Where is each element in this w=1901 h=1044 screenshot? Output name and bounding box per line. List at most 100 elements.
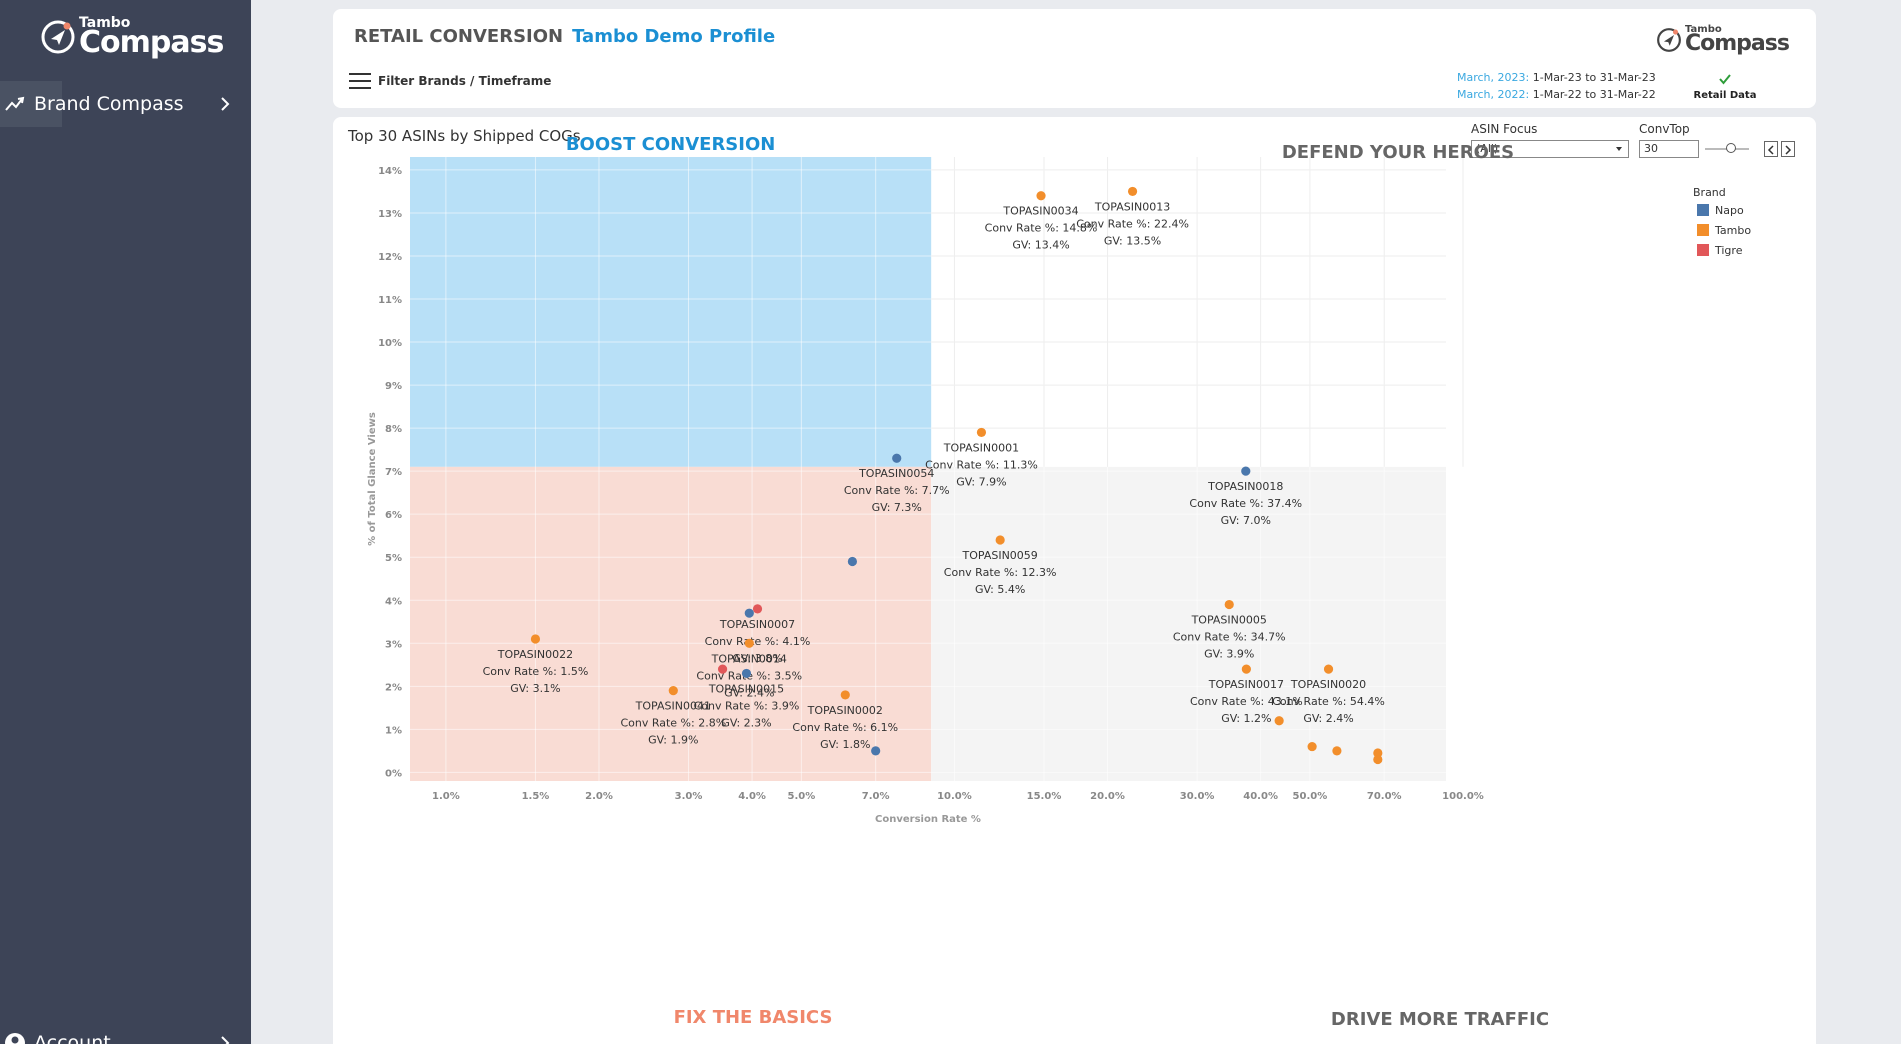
- point-label-name: TOPASIN0002: [807, 704, 883, 717]
- caret-down-icon: [1616, 147, 1622, 151]
- x-tick-label: 40.0%: [1243, 791, 1278, 802]
- y-tick-label: 10%: [378, 338, 402, 349]
- point-label-name: TOPASIN0017: [1208, 678, 1284, 691]
- filter-brands-button[interactable]: Filter Brands / Timeframe: [349, 72, 551, 90]
- x-tick-label: 50.0%: [1293, 791, 1328, 802]
- point-label-gv: GV: 13.4%: [1012, 239, 1069, 252]
- x-tick-label: 7.0%: [862, 791, 890, 802]
- date-label: March, 2022:: [1457, 88, 1530, 101]
- point-label-conv: Conv Rate %: 2.8%: [620, 717, 726, 730]
- point-label-name: TOPASIN0020: [1290, 678, 1366, 691]
- page-title-text: RETAIL CONVERSION: [354, 26, 564, 47]
- point-label-name: TOPASIN0041: [635, 700, 711, 713]
- point-label-conv: Conv Rate %: 11.3%: [925, 458, 1038, 471]
- legend-label-tigre: Tigre: [1714, 244, 1743, 257]
- point-label-conv: Conv Rate %: 1.5%: [483, 665, 589, 678]
- point-label-gv: GV: 3.8%: [732, 652, 782, 665]
- point-label-name: TOPASIN0022: [497, 648, 573, 661]
- point-label-conv: Conv Rate %: 12.3%: [944, 566, 1057, 579]
- y-tick-label: 14%: [378, 166, 402, 177]
- x-tick-label: 1.0%: [432, 791, 460, 802]
- data-point: [744, 608, 754, 618]
- retail-data-status: Retail Data: [1690, 70, 1760, 101]
- date-to: to: [1585, 88, 1597, 101]
- x-tick-label: 70.0%: [1367, 791, 1402, 802]
- sidebar-item-label: Account: [34, 1032, 111, 1044]
- hamburger-menu-icon: [349, 73, 371, 89]
- scatter-plot: 1.0% 1.5% 2.0% 3.0% 4.0% 5.0% 7.0% 10.0% 15.0% 20…: [367, 134, 1751, 1030]
- chart-card: Top 30 ASINs by Shipped COGs ASIN Focus …: [333, 117, 1816, 1044]
- data-point: [847, 556, 858, 567]
- data-point: [752, 604, 763, 614]
- y-tick-label: 1%: [385, 725, 402, 736]
- sidebar-item-label: Brand Compass: [34, 93, 184, 115]
- y-tick-label: 9%: [385, 381, 402, 392]
- data-point: [871, 746, 881, 756]
- data-point: [1274, 716, 1284, 726]
- legend-title: Brand: [1693, 186, 1726, 199]
- chevron-left-icon: [1767, 145, 1774, 155]
- asin-focus-select[interactable]: (All): [1471, 140, 1629, 158]
- data-point: [995, 535, 1005, 545]
- point-label-name: TOPASIN0034: [1002, 205, 1078, 218]
- point-label-conv: Conv Rate %: 22.4%: [1076, 217, 1189, 230]
- y-tick-label: 7%: [385, 467, 402, 478]
- data-point: [1241, 466, 1251, 476]
- date-to: to: [1585, 71, 1597, 84]
- sidebar-item-brand-compass[interactable]: Brand Compass: [0, 81, 251, 127]
- quadrant-label-defend: DEFEND YOUR HEROES: [1282, 142, 1514, 163]
- chart-title: Top 30 ASINs by Shipped COGs: [348, 127, 581, 145]
- trend-line-icon: [5, 96, 25, 111]
- point-label-name: TOPASIN0005: [1191, 614, 1267, 627]
- y-tick-label: 2%: [385, 682, 402, 693]
- data-point: [1036, 191, 1046, 201]
- point-label-name: TOPASIN0054: [858, 467, 934, 480]
- legend-label-tambo: Tambo: [1714, 224, 1751, 237]
- x-tick-label: 1.5%: [522, 791, 550, 802]
- conv-top-input[interactable]: 30: [1639, 140, 1699, 158]
- sidebar-item-account[interactable]: Account: [0, 1020, 251, 1044]
- traffic-quadrant-bg: [931, 466, 1446, 781]
- point-label-name: TOPASIN0007: [719, 618, 795, 631]
- point-label-gv: GV: 7.9%: [956, 475, 1006, 488]
- point-label-conv: Conv Rate %: 43.1%: [1190, 695, 1303, 708]
- date-end: 31-Mar-22: [1599, 88, 1656, 101]
- point-label-gv: GV: 2.4%: [724, 686, 774, 699]
- logo-small-text: Tambo: [1685, 24, 1722, 35]
- y-tick-label: 4%: [385, 596, 402, 607]
- x-tick-label: 5.0%: [787, 791, 815, 802]
- chevron-right-icon: [221, 97, 230, 111]
- legend-swatch-tambo: [1697, 224, 1709, 236]
- y-tick-label: 12%: [378, 252, 402, 263]
- data-point: [1373, 754, 1383, 765]
- data-point: [840, 690, 850, 700]
- point-label-gv: GV: 7.0%: [1221, 514, 1271, 527]
- x-tick-label: 4.0%: [738, 791, 766, 802]
- conv-top-slider-thumb[interactable]: [1726, 143, 1737, 153]
- app-logo: Tambo Compass: [40, 16, 224, 58]
- chevron-right-icon: [221, 1036, 230, 1044]
- legend-swatch-tigre: [1697, 244, 1709, 256]
- x-tick-label: 10.0%: [937, 791, 972, 802]
- point-label-gv: GV: 2.3%: [721, 716, 771, 729]
- point-label-conv: Conv Rate %: 3.9%: [694, 699, 800, 712]
- filter-brands-label: Filter Brands / Timeframe: [378, 74, 552, 88]
- y-tick-label: 11%: [378, 295, 402, 306]
- data-point: [744, 638, 754, 648]
- y-tick-label: 8%: [385, 424, 402, 435]
- point-label-conv: Conv Rate %: 4.1%: [705, 635, 811, 648]
- profile-name: Tambo Demo Profile: [572, 26, 776, 47]
- conv-top-prev-button[interactable]: [1764, 141, 1778, 157]
- conv-top-next-button[interactable]: [1781, 141, 1795, 157]
- point-label-gv: GV: 7.3%: [872, 501, 922, 514]
- header-logo: Tambo Compass: [1656, 24, 1790, 55]
- data-point: [530, 634, 541, 644]
- legend-swatch-napo: [1697, 204, 1709, 216]
- date-start: 1-Mar-23: [1532, 71, 1582, 84]
- date-range-current: March, 2023: 1-Mar-23 to 31-Mar-23: [1457, 71, 1656, 84]
- data-point: [1241, 664, 1251, 674]
- data-point: [717, 664, 728, 674]
- chevron-right-icon: [1785, 145, 1792, 155]
- point-label-gv: GV: 3.9%: [1204, 648, 1254, 661]
- compass-logo-icon: [1657, 28, 1681, 52]
